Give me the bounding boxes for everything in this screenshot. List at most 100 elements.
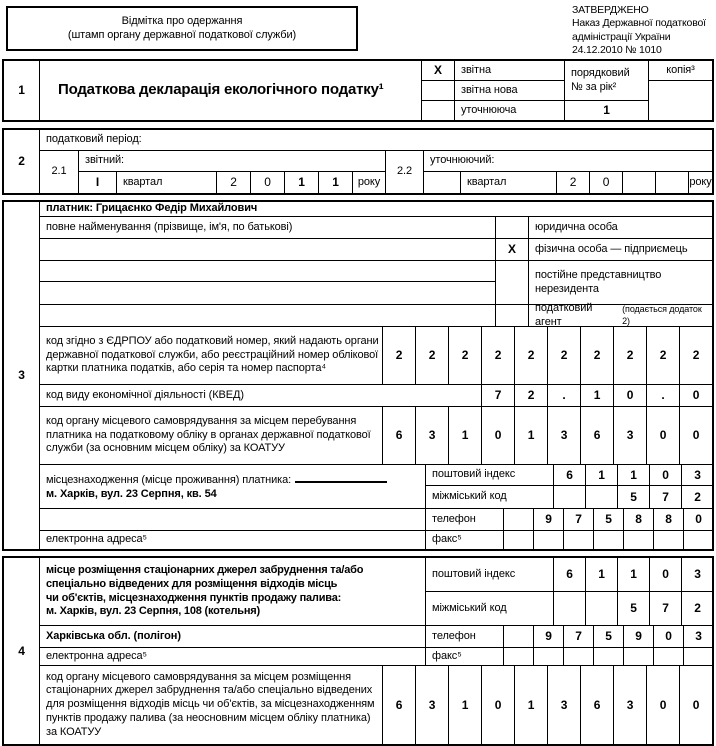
phone-digit[interactable]: 8 bbox=[623, 509, 653, 530]
postal-digit[interactable]: 6 bbox=[553, 465, 585, 485]
phone-digit[interactable]: 3 bbox=[683, 626, 713, 647]
postal-digit[interactable]: 3 bbox=[681, 558, 713, 591]
clarifying-year-digit[interactable] bbox=[655, 172, 688, 193]
payer-name-blank-row[interactable] bbox=[40, 305, 495, 326]
fax-digit[interactable] bbox=[653, 531, 683, 549]
phone-digit[interactable]: 5 bbox=[593, 626, 623, 647]
koatuu-digit[interactable]: 0 bbox=[481, 666, 514, 744]
reporting-year-digit[interactable]: 1 bbox=[284, 172, 318, 193]
fax-digit[interactable] bbox=[563, 531, 593, 549]
fax-digit[interactable] bbox=[563, 648, 593, 665]
phone-digit[interactable]: 7 bbox=[563, 626, 593, 647]
checkbox-tax-agent[interactable] bbox=[495, 305, 528, 326]
area-code-digit[interactable] bbox=[553, 486, 585, 508]
area-code-digit[interactable]: 2 bbox=[681, 592, 713, 625]
koatuu-digit[interactable]: 3 bbox=[547, 407, 580, 464]
koatuu-digit[interactable]: 3 bbox=[415, 666, 448, 744]
area-code-digit[interactable]: 2 bbox=[681, 486, 713, 508]
area-code-digit[interactable]: 7 bbox=[649, 592, 681, 625]
koatuu-digit[interactable]: 1 bbox=[514, 407, 547, 464]
phone-digit[interactable]: 9 bbox=[533, 509, 563, 530]
postal-digit[interactable]: 1 bbox=[617, 558, 649, 591]
koatuu-digit[interactable]: 0 bbox=[679, 666, 712, 744]
payer-name-blank-row[interactable] bbox=[40, 239, 495, 260]
edrpou-digit[interactable]: 2 bbox=[547, 327, 580, 384]
payer-name-blank-row[interactable] bbox=[40, 282, 495, 304]
postal-digit[interactable]: 1 bbox=[585, 558, 617, 591]
postal-digit[interactable]: 6 bbox=[553, 558, 585, 591]
kved-digit[interactable]: 7 bbox=[481, 385, 514, 406]
kved-digit[interactable]: 0 bbox=[679, 385, 712, 406]
area-code-digit[interactable]: 5 bbox=[617, 486, 649, 508]
postal-digit[interactable]: 1 bbox=[585, 465, 617, 485]
edrpou-digit[interactable]: 2 bbox=[448, 327, 481, 384]
koatuu-digit[interactable]: 6 bbox=[382, 407, 415, 464]
reporting-year-digit[interactable]: 2 bbox=[216, 172, 250, 193]
fax-digit[interactable] bbox=[533, 531, 563, 549]
koatuu-digit[interactable]: 0 bbox=[646, 666, 679, 744]
edrpou-digit[interactable]: 2 bbox=[646, 327, 679, 384]
phone-digit[interactable]: 0 bbox=[683, 509, 713, 530]
clarifying-year-digit[interactable] bbox=[622, 172, 655, 193]
checkbox-permanent-representation[interactable] bbox=[495, 261, 528, 304]
phone-digit[interactable]: 5 bbox=[593, 509, 623, 530]
copy-value-cell[interactable] bbox=[649, 81, 712, 120]
phone-digit[interactable]: 0 bbox=[653, 626, 683, 647]
phone-digit[interactable] bbox=[503, 626, 533, 647]
checkbox-zvitna-nova[interactable] bbox=[422, 81, 454, 101]
reporting-year-digit[interactable]: 1 bbox=[318, 172, 352, 193]
edrpou-digit[interactable]: 2 bbox=[580, 327, 613, 384]
fax-digit[interactable] bbox=[683, 531, 713, 549]
area-code-digit[interactable] bbox=[585, 486, 617, 508]
koatuu-digit[interactable]: 6 bbox=[580, 666, 613, 744]
fax-digit[interactable] bbox=[623, 648, 653, 665]
reporting-year-digit[interactable]: 0 bbox=[250, 172, 284, 193]
area-code-digit[interactable] bbox=[585, 592, 617, 625]
koatuu-digit[interactable]: 1 bbox=[448, 666, 481, 744]
serial-number-value[interactable]: 1 bbox=[603, 103, 610, 117]
fax-digit[interactable] bbox=[593, 531, 623, 549]
koatuu-digit[interactable]: 6 bbox=[580, 407, 613, 464]
clarifying-year-digit[interactable]: 0 bbox=[589, 172, 622, 193]
phone-digit[interactable]: 8 bbox=[653, 509, 683, 530]
fax-digit[interactable] bbox=[683, 648, 713, 665]
postal-digit[interactable]: 3 bbox=[681, 465, 713, 485]
edrpou-digit[interactable]: 2 bbox=[613, 327, 646, 384]
postal-digit[interactable]: 1 bbox=[617, 465, 649, 485]
koatuu-digit[interactable]: 0 bbox=[646, 407, 679, 464]
fax-digit[interactable] bbox=[533, 648, 563, 665]
koatuu-digit[interactable]: 3 bbox=[415, 407, 448, 464]
fax-digit[interactable] bbox=[653, 648, 683, 665]
koatuu-digit[interactable]: 3 bbox=[613, 666, 646, 744]
edrpou-digit[interactable]: 2 bbox=[415, 327, 448, 384]
kved-digit[interactable]: 0 bbox=[613, 385, 646, 406]
area-code-digit[interactable]: 5 bbox=[617, 592, 649, 625]
checkbox-legal-entity[interactable] bbox=[495, 217, 528, 238]
koatuu-digit[interactable]: 6 bbox=[382, 666, 415, 744]
kved-digit[interactable]: 1 bbox=[580, 385, 613, 406]
area-code-digit[interactable] bbox=[553, 592, 585, 625]
koatuu-digit[interactable]: 3 bbox=[547, 666, 580, 744]
phone-digit[interactable]: 9 bbox=[623, 626, 653, 647]
fax-digit[interactable] bbox=[503, 531, 533, 549]
koatuu-digit[interactable]: 3 bbox=[613, 407, 646, 464]
kved-digit[interactable]: 2 bbox=[514, 385, 547, 406]
koatuu-digit[interactable]: 1 bbox=[448, 407, 481, 464]
fax-digit[interactable] bbox=[503, 648, 533, 665]
edrpou-digit[interactable]: 2 bbox=[514, 327, 547, 384]
clarifying-year-digit[interactable]: 2 bbox=[556, 172, 589, 193]
checkbox-individual-entrepreneur[interactable]: X bbox=[495, 239, 528, 260]
edrpou-digit[interactable]: 2 bbox=[382, 327, 415, 384]
edrpou-digit[interactable]: 2 bbox=[679, 327, 712, 384]
kved-digit[interactable]: . bbox=[547, 385, 580, 406]
phone-digit[interactable]: 7 bbox=[563, 509, 593, 530]
koatuu-digit[interactable]: 1 bbox=[514, 666, 547, 744]
kved-digit[interactable]: . bbox=[646, 385, 679, 406]
payer-name-blank-row[interactable] bbox=[40, 261, 495, 282]
edrpou-digit[interactable]: 2 bbox=[481, 327, 514, 384]
koatuu-digit[interactable]: 0 bbox=[481, 407, 514, 464]
area-code-digit[interactable]: 7 bbox=[649, 486, 681, 508]
fax-digit[interactable] bbox=[623, 531, 653, 549]
fax-digit[interactable] bbox=[593, 648, 623, 665]
postal-digit[interactable]: 0 bbox=[649, 465, 681, 485]
